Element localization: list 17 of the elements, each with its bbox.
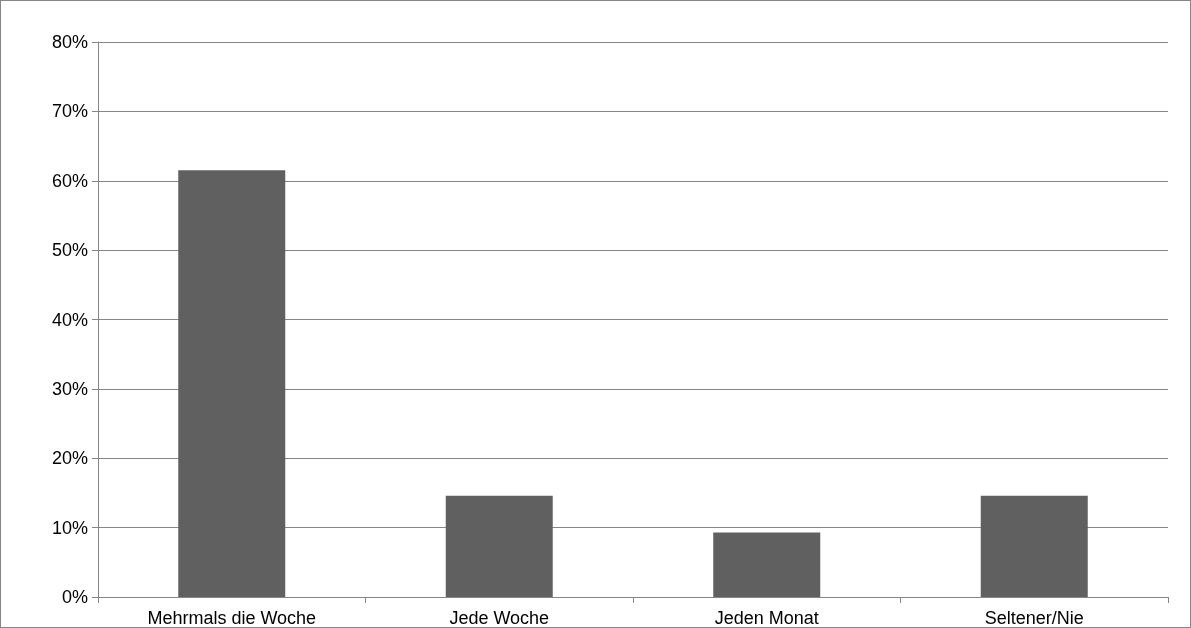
y-tick-label: 50% xyxy=(51,240,88,261)
x-tick-label: Jede Woche xyxy=(449,608,550,628)
y-tick-label: 10% xyxy=(51,517,88,538)
bar xyxy=(178,170,286,597)
y-tick-label: 30% xyxy=(51,378,88,399)
y-tick-label: 60% xyxy=(51,170,88,191)
bar xyxy=(713,532,821,597)
x-tick-label: Seltener/Nie xyxy=(984,608,1084,628)
y-tick-label: 20% xyxy=(51,448,88,469)
bar xyxy=(445,495,553,597)
y-tick-label: 0% xyxy=(61,587,88,607)
y-tick-label: 40% xyxy=(51,309,88,330)
bar xyxy=(980,495,1088,597)
x-tick-label: Jeden Monat xyxy=(714,608,819,628)
y-tick-label: 80% xyxy=(51,32,88,52)
x-tick-label: Mehrmals die Woche xyxy=(147,608,317,628)
y-tick-label: 70% xyxy=(51,101,88,122)
